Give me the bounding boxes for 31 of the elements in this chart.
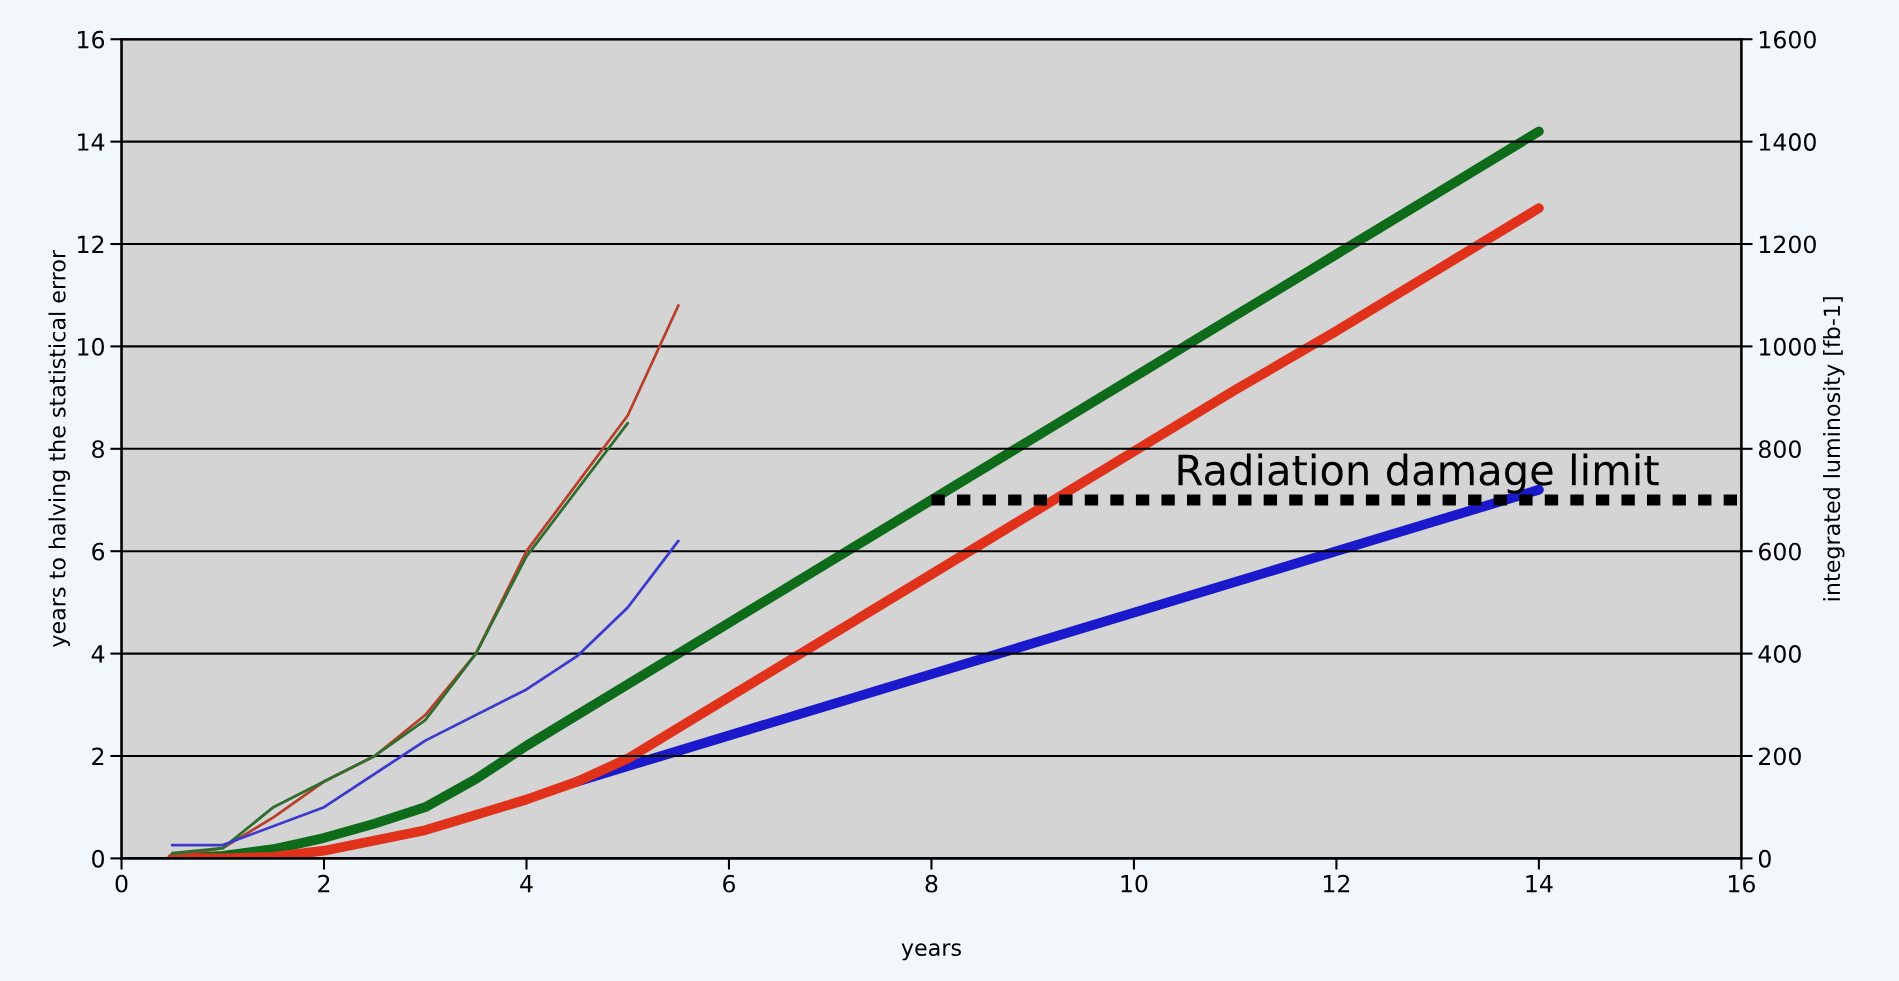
annotation: Radiation damage limit	[1178, 453, 1659, 494]
y2-tick-label: 1400	[1759, 133, 1816, 151]
x-tick-label: 2	[318, 874, 330, 893]
y2-tick-label: 1200	[1759, 235, 1816, 254]
y-tick-label: 4	[91, 645, 105, 663]
x-tick-label: 12	[1323, 874, 1350, 893]
y2-tick-label: 800	[1758, 440, 1801, 459]
y2-tick-label: 1600	[1759, 30, 1816, 49]
x-tick-label: 8	[925, 874, 938, 893]
y-tick-label: 0	[92, 849, 104, 868]
y-axis-title: years to halving the statistical error	[48, 249, 70, 647]
y2-tick-label: 0	[1758, 849, 1771, 868]
y-tick-label: 12	[78, 235, 104, 253]
x-tick-label: 16	[1728, 874, 1755, 893]
y-tick-label: 8	[92, 440, 104, 459]
y-tick-label: 16	[78, 30, 105, 49]
x-tick-label: 14	[1526, 875, 1553, 893]
y2-tick-label: 600	[1759, 542, 1801, 561]
y-tick-label: 6	[92, 542, 105, 561]
x-axis-title: years	[901, 943, 961, 961]
y-tick-label: 10	[78, 337, 104, 356]
x-tick-label: 0	[115, 874, 128, 893]
y-tick-label: 2	[92, 747, 104, 765]
x-tick-label: 10	[1121, 874, 1148, 893]
y2-axis-title: integrated luminosity [fb-1]	[1823, 297, 1845, 601]
y2-tick-label: 400	[1758, 645, 1801, 663]
y2-tick-label: 200	[1759, 747, 1801, 766]
x-tick-label: 6	[723, 874, 735, 893]
y2-tick-label: 1000	[1759, 337, 1816, 356]
y-tick-label: 14	[78, 133, 105, 151]
x-tick-label: 4	[520, 875, 533, 893]
